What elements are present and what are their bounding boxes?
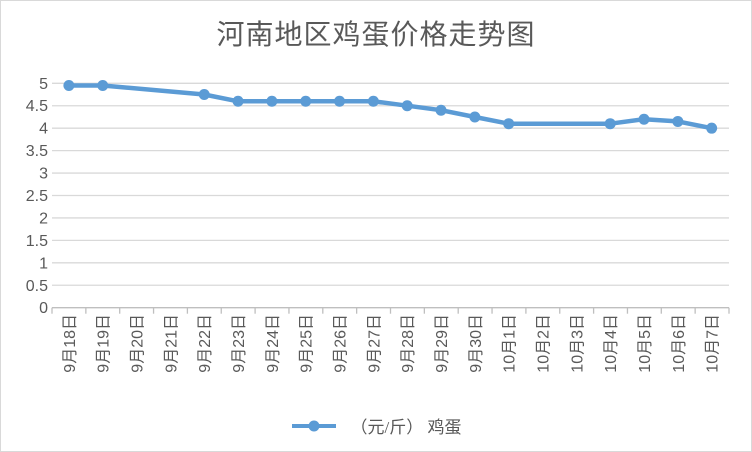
x-tick-label-9月21日: 9月21日 [163,314,180,373]
legend-dot [308,420,319,431]
y-tick-label-3.5: 3.5 [26,143,48,160]
data-point-10月6日 [672,115,684,127]
x-tick-label-9月18日: 9月18日 [62,314,79,373]
chart-legend: （元/斤） 鸡蛋 [1,413,751,438]
chart-title: 河南地区鸡蛋价格走势图 [216,20,536,51]
y-tick-label-0.5: 0.5 [26,278,48,295]
data-point-9月30日 [469,111,481,123]
x-tick-label-9月30日: 9月30日 [468,314,485,373]
y-tick-label-3: 3 [39,166,48,183]
data-point-9月22日 [198,89,210,101]
y-tick-label-2.5: 2.5 [26,188,48,205]
y-tick-label-0: 0 [39,300,48,317]
x-tick-label-9月23日: 9月23日 [231,314,248,373]
x-tick-label-10月6日: 10月6日 [671,314,688,373]
y-tick-label-1.5: 1.5 [26,233,48,250]
y-tick-label-5: 5 [39,76,48,93]
data-point-9月27日 [367,95,379,107]
x-tick-label-9月19日: 9月19日 [96,314,113,373]
x-tick-label-10月4日: 10月4日 [603,314,620,373]
x-tick-label-9月28日: 9月28日 [400,314,417,373]
data-point-9月26日 [334,95,346,107]
x-tick-label-9月25日: 9月25日 [299,314,316,373]
data-point-9月28日 [401,100,413,112]
y-tick-label-2: 2 [39,210,48,227]
data-point-9月24日 [266,95,278,107]
x-tick-label-9月20日: 9月20日 [130,314,147,373]
legend-series-label: （元/斤） 鸡蛋 [350,418,462,437]
x-tick-label-10月1日: 10月1日 [502,314,519,373]
y-tick-label-4.5: 4.5 [26,98,48,115]
data-point-10月5日 [638,113,650,125]
x-tick-label-10月5日: 10月5日 [637,314,654,373]
x-tick-label-10月2日: 10月2日 [536,314,553,373]
data-point-9月23日 [232,95,244,107]
data-point-9月19日 [97,80,109,92]
x-tick-label-9月29日: 9月29日 [434,314,451,373]
y-tick-label-4: 4 [39,121,48,138]
series-line-（元/斤） 鸡蛋 [66,83,714,131]
x-tick-label-10月7日: 10月7日 [705,314,722,373]
data-point-9月29日 [435,104,447,116]
x-tick-label-9月27日: 9月27日 [366,314,383,373]
x-tick-label-9月22日: 9月22日 [197,314,214,373]
y-tick-label-1: 1 [39,255,48,272]
x-tick-label-9月24日: 9月24日 [265,314,282,373]
data-point-10月1日 [503,118,515,130]
data-point-10月4日 [604,118,616,130]
legend-line-marker-icon [291,420,336,431]
x-tick-label-9月26日: 9月26日 [333,314,350,373]
data-point-9月25日 [300,95,312,107]
data-point-9月18日 [63,80,75,92]
data-point-10月7日 [706,122,718,134]
x-tick-label-10月3日: 10月3日 [569,314,586,373]
